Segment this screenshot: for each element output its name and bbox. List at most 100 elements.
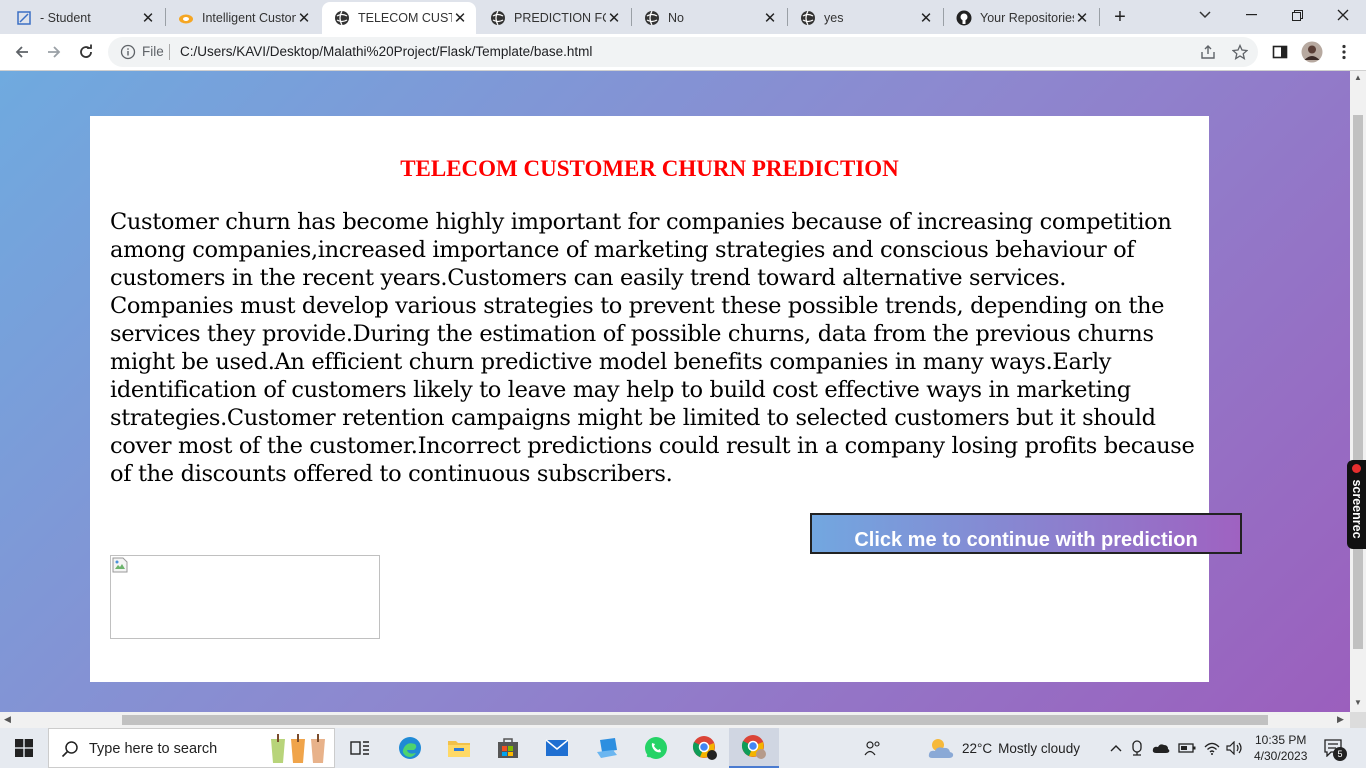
scroll-up-icon[interactable]: ▲ bbox=[1354, 73, 1362, 82]
tab-telecom-customer[interactable]: TELECOM CUSTO ✕ bbox=[322, 2, 476, 34]
restore-button[interactable] bbox=[1274, 0, 1320, 30]
task-view-button[interactable] bbox=[346, 734, 374, 762]
profile-avatar[interactable] bbox=[1300, 40, 1324, 64]
tab-title: Intelligent Custon bbox=[202, 11, 296, 25]
store-icon bbox=[498, 738, 518, 758]
tab-student[interactable]: - Student ✕ bbox=[4, 2, 164, 34]
weather-desc: Mostly cloudy bbox=[998, 740, 1080, 756]
continue-prediction-button[interactable]: Click me to continue with prediction bbox=[810, 513, 1242, 554]
tab-intelligent-customer[interactable]: Intelligent Custon ✕ bbox=[166, 2, 320, 34]
connect-taskbar-icon[interactable] bbox=[593, 734, 621, 762]
info-icon[interactable] bbox=[120, 44, 136, 60]
reload-button[interactable] bbox=[72, 38, 100, 66]
weather-widget[interactable]: 22°C Mostly cloudy bbox=[926, 728, 1080, 768]
file-explorer-taskbar-icon[interactable] bbox=[445, 734, 473, 762]
back-button[interactable] bbox=[8, 38, 36, 66]
new-tab-button[interactable]: + bbox=[1114, 5, 1126, 28]
menu-button[interactable] bbox=[1334, 42, 1354, 62]
store-taskbar-icon[interactable] bbox=[494, 734, 522, 762]
whatsapp-taskbar-icon[interactable] bbox=[642, 734, 670, 762]
edge-taskbar-icon[interactable] bbox=[396, 734, 424, 762]
mail-taskbar-icon[interactable] bbox=[543, 734, 571, 762]
minimize-button[interactable] bbox=[1228, 0, 1274, 30]
tab-title: No bbox=[668, 11, 684, 25]
close-icon[interactable]: ✕ bbox=[453, 10, 467, 27]
scroll-right-icon[interactable]: ▶ bbox=[1337, 714, 1344, 724]
restore-icon bbox=[1291, 9, 1303, 21]
people-button[interactable] bbox=[864, 728, 882, 768]
scroll-down-icon[interactable]: ▼ bbox=[1354, 698, 1362, 707]
whatsapp-icon bbox=[645, 737, 667, 759]
back-arrow-icon bbox=[15, 46, 28, 58]
url-text[interactable]: C:/Users/KAVI/Desktop/Malathi%20Project/… bbox=[180, 44, 593, 59]
star-icon bbox=[1232, 44, 1248, 60]
broken-image-icon bbox=[112, 557, 128, 573]
close-icon[interactable]: ✕ bbox=[141, 10, 155, 27]
close-icon[interactable]: ✕ bbox=[297, 10, 311, 27]
chevron-up-icon[interactable] bbox=[1110, 744, 1122, 752]
browser-toolbar: File C:/Users/KAVI/Desktop/Malathi%20Pro… bbox=[0, 34, 1366, 71]
people-icon bbox=[864, 741, 880, 756]
chrome-taskbar-icon[interactable] bbox=[691, 734, 719, 762]
task-view-icon bbox=[350, 741, 369, 755]
side-panel-button[interactable] bbox=[1270, 42, 1290, 62]
taskbar-search[interactable]: Type here to search bbox=[48, 728, 335, 768]
forward-arrow-icon bbox=[48, 46, 61, 58]
close-icon[interactable]: ✕ bbox=[763, 10, 777, 27]
notification-count-badge: 5 bbox=[1333, 747, 1347, 761]
share-button[interactable] bbox=[1198, 42, 1218, 62]
close-icon[interactable]: ✕ bbox=[919, 10, 933, 27]
bookmark-button[interactable] bbox=[1230, 42, 1250, 62]
volume-icon[interactable] bbox=[1226, 741, 1244, 755]
bubble-tea-icon bbox=[271, 734, 325, 763]
globe-icon bbox=[334, 10, 350, 26]
tab-your-repositories[interactable]: Your Repositories ✕ bbox=[944, 2, 1098, 34]
scroll-left-icon[interactable]: ◀ bbox=[4, 714, 11, 724]
partly-cloudy-icon bbox=[928, 739, 954, 758]
vertical-scrollbar[interactable]: ▲ ▼ bbox=[1350, 71, 1366, 712]
wifi-icon[interactable] bbox=[1204, 741, 1220, 755]
globe-icon bbox=[490, 10, 506, 26]
tab-prediction-for[interactable]: PREDICTION FOR ✕ bbox=[478, 2, 630, 34]
tab-yes[interactable]: yes ✕ bbox=[788, 2, 942, 34]
weather-temp: 22°C bbox=[962, 740, 993, 756]
chrome-icon bbox=[692, 736, 717, 760]
description-paragraph: Customer churn has become highly importa… bbox=[110, 209, 1195, 487]
address-bar[interactable]: File C:/Users/KAVI/Desktop/Malathi%20Pro… bbox=[108, 37, 1258, 67]
page-title: TELECOM CUSTOMER CHURN PREDICTION bbox=[400, 156, 899, 181]
search-icon bbox=[61, 741, 78, 758]
meet-now-icon[interactable] bbox=[1130, 740, 1144, 756]
clock[interactable]: 10:35 PM 4/30/2023 bbox=[1254, 728, 1307, 768]
tab-title: yes bbox=[824, 11, 844, 25]
tab-title: PREDICTION FOR bbox=[514, 11, 606, 25]
horizontal-scrollbar[interactable]: ◀ ▶ bbox=[0, 712, 1350, 728]
browser-tab-strip: - Student ✕ Intelligent Custon ✕ TELECOM… bbox=[0, 0, 1366, 34]
notifications-button[interactable]: 5 bbox=[1324, 728, 1347, 768]
clock-date: 4/30/2023 bbox=[1254, 749, 1308, 763]
edge-icon bbox=[399, 737, 421, 759]
horizontal-scroll-thumb[interactable] bbox=[122, 715, 1268, 725]
tab-search-button[interactable] bbox=[1182, 0, 1228, 30]
broken-image bbox=[110, 555, 380, 639]
battery-icon[interactable] bbox=[1178, 742, 1196, 754]
vertical-scroll-thumb[interactable] bbox=[1353, 115, 1363, 649]
tab-title: Your Repositories bbox=[980, 11, 1074, 25]
tab-no[interactable]: No ✕ bbox=[632, 2, 786, 34]
close-window-button[interactable] bbox=[1320, 0, 1366, 30]
onedrive-icon[interactable] bbox=[1152, 742, 1170, 754]
close-icon[interactable]: ✕ bbox=[1075, 10, 1089, 27]
scheme-label: File bbox=[142, 44, 164, 59]
record-dot-icon bbox=[1352, 464, 1361, 473]
chevron-down-icon bbox=[1199, 11, 1211, 19]
minimize-icon bbox=[1245, 14, 1257, 16]
screenrec-widget[interactable]: screenrec bbox=[1347, 460, 1366, 549]
windows-taskbar: Type here to search 22°C Mostly cloudy 1… bbox=[0, 728, 1366, 768]
search-placeholder: Type here to search bbox=[89, 741, 218, 757]
mail-icon bbox=[545, 739, 569, 756]
chrome-active-taskbar-icon[interactable] bbox=[729, 728, 779, 768]
start-button[interactable] bbox=[10, 734, 38, 762]
chrome-icon bbox=[741, 735, 766, 759]
close-icon[interactable]: ✕ bbox=[607, 10, 621, 27]
system-tray bbox=[1110, 728, 1244, 768]
forward-button[interactable] bbox=[40, 38, 68, 66]
